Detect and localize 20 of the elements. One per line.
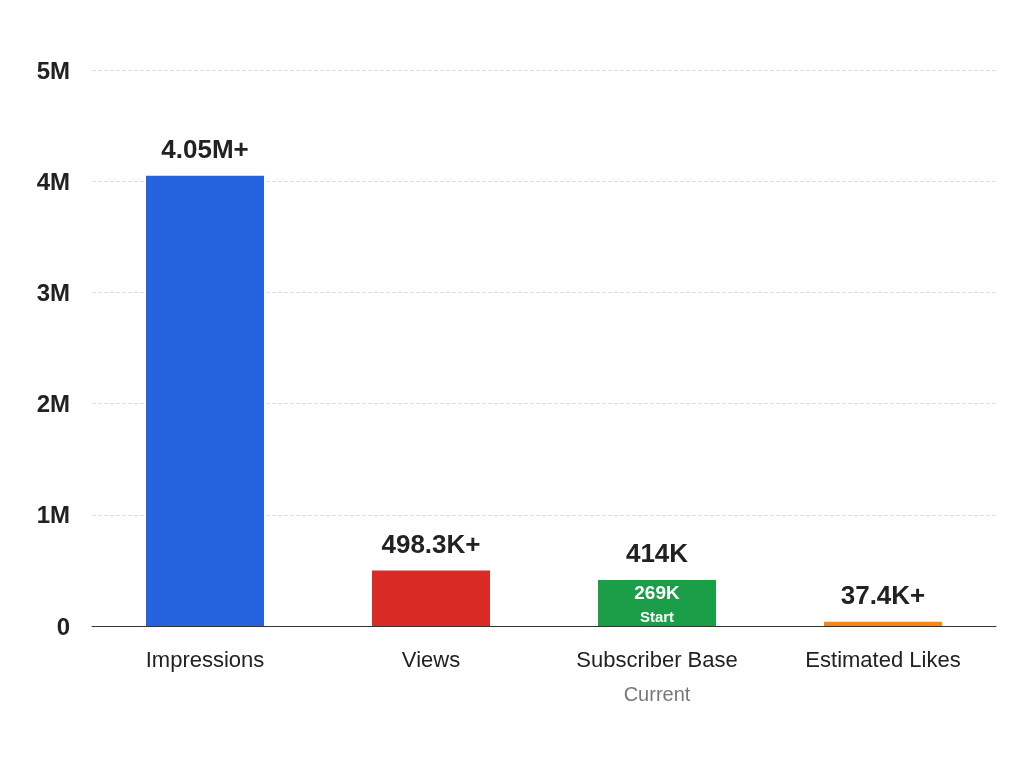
x-tick-label: Subscriber Base (576, 646, 738, 672)
annotation: 269K (634, 581, 680, 603)
y-tick-label: 0 (56, 612, 70, 640)
x-tick-label: Views (401, 646, 461, 672)
y-tick-label: 3M (36, 278, 70, 306)
y-tick-label: 2M (36, 390, 70, 418)
annotation: Start (639, 608, 675, 625)
y-tick-label: 4M (36, 167, 70, 195)
data-label: 414K (625, 537, 689, 568)
bar (372, 570, 490, 626)
data-label: 498.3K+ (381, 528, 481, 559)
x-tick-label: Estimated Likes (805, 646, 961, 672)
bar (824, 621, 942, 626)
y-tick-label: 1M (36, 501, 70, 529)
data-label: 4.05M+ (161, 133, 249, 164)
y-tick-label: 5M (36, 56, 70, 84)
data-label: 37.4K+ (840, 579, 926, 610)
bar (146, 175, 264, 626)
x-tick-label: Impressions (145, 646, 265, 672)
text: Current (623, 683, 691, 705)
